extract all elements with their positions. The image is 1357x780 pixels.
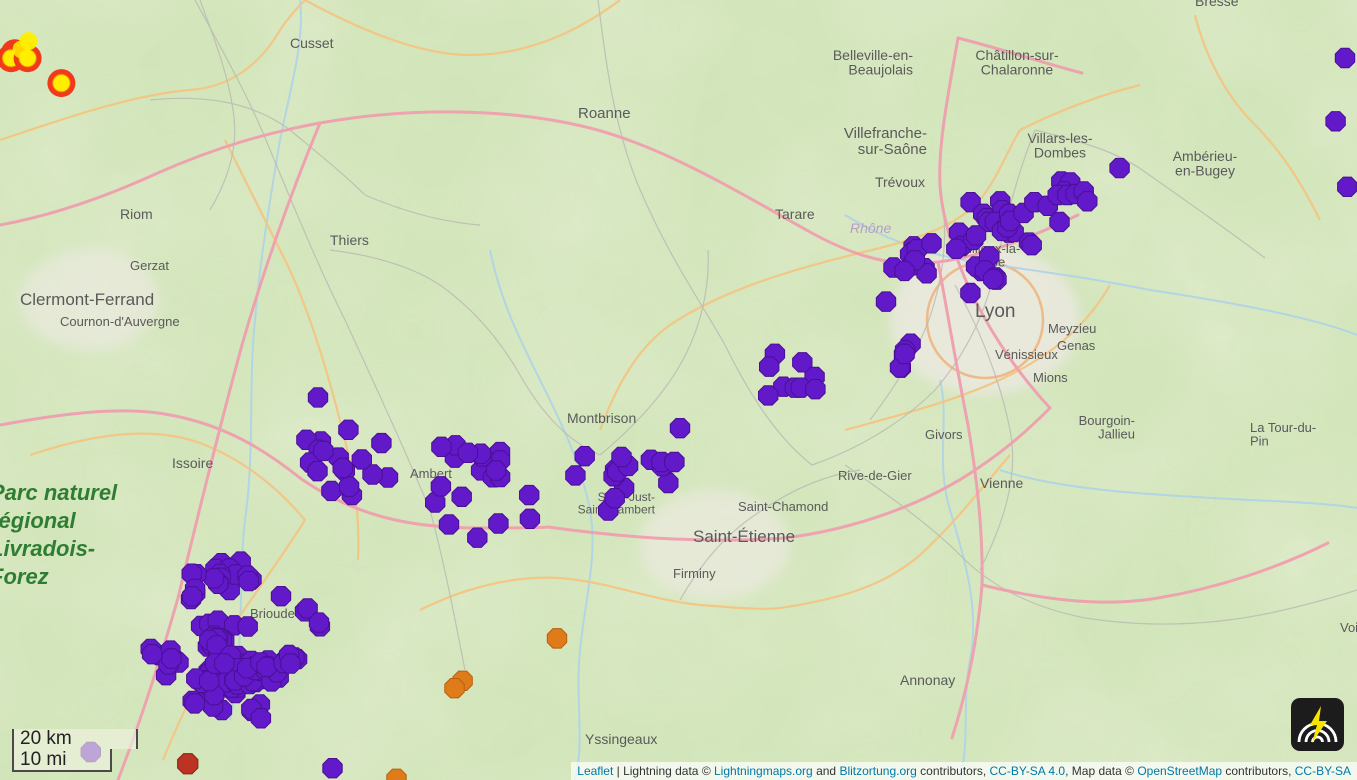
svg-text:Cusset: Cusset [290, 35, 334, 51]
svg-text:Saint-Chamond: Saint-Chamond [738, 499, 828, 514]
svg-text:Mions: Mions [1033, 370, 1068, 385]
svg-text:Riom: Riom [120, 206, 153, 222]
svg-text:Roanne: Roanne [578, 105, 631, 122]
svg-text:régional: régional [0, 508, 76, 533]
svg-text:Rhône: Rhône [850, 220, 891, 236]
svg-text:Saint-Étienne: Saint-Étienne [693, 527, 795, 546]
svg-text:Firminy: Firminy [673, 566, 716, 581]
svg-text:Forez: Forez [0, 564, 49, 589]
svg-text:Brioude: Brioude [250, 606, 295, 621]
svg-text:Annonay: Annonay [900, 672, 955, 688]
svg-text:Bresse: Bresse [1195, 0, 1239, 9]
svg-text:Montbrison: Montbrison [567, 410, 636, 426]
svg-text:Givors: Givors [925, 427, 963, 442]
svg-text:Trévoux: Trévoux [875, 174, 925, 190]
svg-text:Genas: Genas [1057, 338, 1096, 353]
svg-text:Clermont-Ferrand: Clermont-Ferrand [20, 290, 154, 309]
svg-text:Thiers: Thiers [330, 232, 369, 248]
svg-text:Voir: Voir [1340, 620, 1357, 635]
svg-text:Ambérieu-en-Bugey: Ambérieu-en-Bugey [1173, 148, 1238, 179]
svg-text:Livradois-: Livradois- [0, 536, 95, 561]
svg-text:Meyzieu: Meyzieu [1048, 321, 1096, 336]
svg-text:Rive-de-Gier: Rive-de-Gier [838, 468, 912, 483]
svg-text:Cournon-d'Auvergne: Cournon-d'Auvergne [60, 314, 180, 329]
svg-text:Vienne: Vienne [980, 475, 1024, 491]
svg-text:Issoire: Issoire [172, 455, 213, 471]
svg-text:Vénissieux: Vénissieux [995, 347, 1058, 362]
svg-text:Lyon: Lyon [975, 301, 1016, 322]
svg-text:Yssingeaux: Yssingeaux [585, 731, 657, 747]
svg-text:Châtillon-sur-Chalaronne: Châtillon-sur-Chalaronne [975, 47, 1059, 78]
svg-text:Parc naturel: Parc naturel [0, 480, 118, 505]
svg-text:Villars-les-Dombes: Villars-les-Dombes [1027, 130, 1092, 161]
svg-text:Gerzat: Gerzat [130, 258, 169, 273]
svg-text:Tarare: Tarare [775, 206, 815, 222]
